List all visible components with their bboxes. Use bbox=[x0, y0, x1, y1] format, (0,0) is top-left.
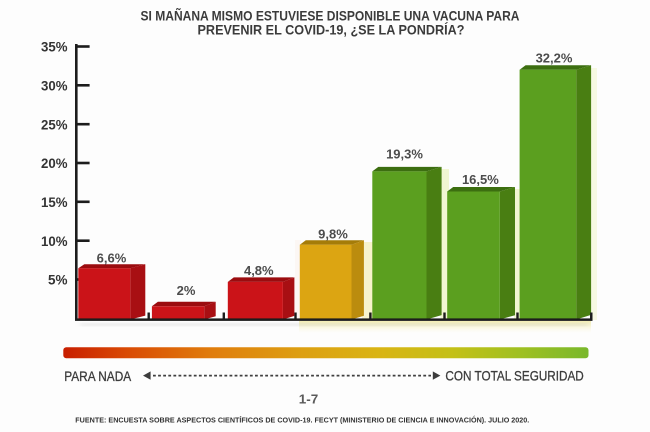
svg-text:15%: 15% bbox=[41, 194, 68, 210]
svg-text:5%: 5% bbox=[48, 272, 68, 288]
svg-text:PARA NADA: PARA NADA bbox=[64, 368, 132, 384]
svg-text:1-7: 1-7 bbox=[299, 393, 319, 407]
svg-text:20%: 20% bbox=[41, 155, 68, 171]
svg-text:30%: 30% bbox=[41, 77, 68, 93]
svg-text:4,8%: 4,8% bbox=[244, 263, 274, 278]
svg-text:SI MAÑANA MISMO ESTUVIESE DISP: SI MAÑANA MISMO ESTUVIESE DISPONIBLE UNA… bbox=[141, 7, 520, 24]
svg-text:16,5%: 16,5% bbox=[462, 172, 499, 187]
svg-text:32,2%: 32,2% bbox=[536, 50, 573, 65]
svg-text:FUENTE: ENCUESTA SOBRE ASPECTO: FUENTE: ENCUESTA SOBRE ASPECTOS CIENTÍFI… bbox=[75, 415, 529, 424]
svg-text:9,8%: 9,8% bbox=[318, 226, 348, 241]
svg-text:25%: 25% bbox=[41, 116, 68, 132]
svg-text:PREVENIR EL COVID-19, ¿SE LA P: PREVENIR EL COVID-19, ¿SE LA PONDRÍA? bbox=[198, 22, 465, 38]
svg-text:2%: 2% bbox=[177, 283, 196, 298]
svg-text:19,3%: 19,3% bbox=[386, 147, 423, 162]
svg-text:CON TOTAL SEGURIDAD: CON TOTAL SEGURIDAD bbox=[445, 368, 583, 384]
svg-text:6,6%: 6,6% bbox=[97, 251, 127, 266]
svg-text:10%: 10% bbox=[41, 233, 68, 249]
svg-text:35%: 35% bbox=[41, 39, 68, 55]
